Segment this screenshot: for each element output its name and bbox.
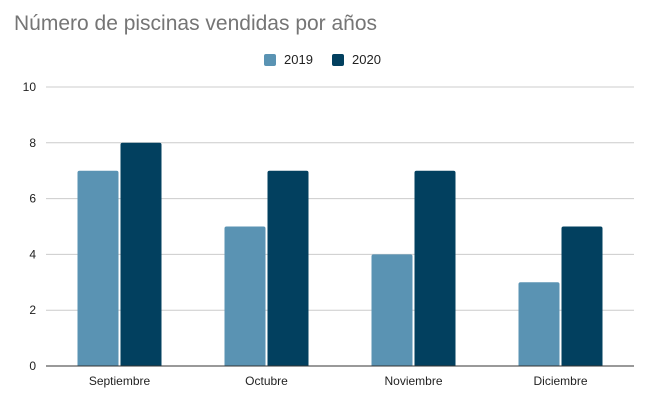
bar-2019-diciembre — [518, 282, 560, 366]
y-tick-label: 4 — [29, 247, 36, 261]
bar-2020-noviembre — [414, 170, 456, 366]
legend-item-2020: 2020 — [332, 52, 381, 67]
chart-title: Número de piscinas vendidas por años — [14, 12, 378, 35]
legend-swatch-2019 — [264, 53, 276, 66]
bar-2019-noviembre — [371, 254, 413, 366]
y-tick-label: 8 — [29, 136, 36, 150]
y-tick-label: 0 — [29, 359, 36, 373]
legend-label-2020: 2020 — [352, 52, 381, 67]
bar-2019-septiembre — [77, 170, 119, 366]
x-tick-label: Octubre — [245, 374, 288, 388]
bar-2020-diciembre — [561, 226, 603, 366]
x-tick-label: Septiembre — [89, 374, 151, 388]
y-tick-label: 10 — [23, 80, 37, 94]
bar-2020-septiembre — [120, 142, 162, 366]
y-tick-label: 2 — [29, 303, 36, 317]
legend-item-2019: 2019 — [264, 52, 313, 67]
bar-2020-octubre — [267, 170, 309, 366]
legend: 2019 2020 — [0, 52, 646, 72]
legend-label-2019: 2019 — [284, 52, 313, 67]
y-tick-label: 6 — [29, 192, 36, 206]
x-tick-label: Noviembre — [384, 374, 442, 388]
x-tick-label: Diciembre — [533, 374, 587, 388]
legend-swatch-2020 — [332, 53, 344, 66]
bar-2019-octubre — [224, 226, 266, 366]
